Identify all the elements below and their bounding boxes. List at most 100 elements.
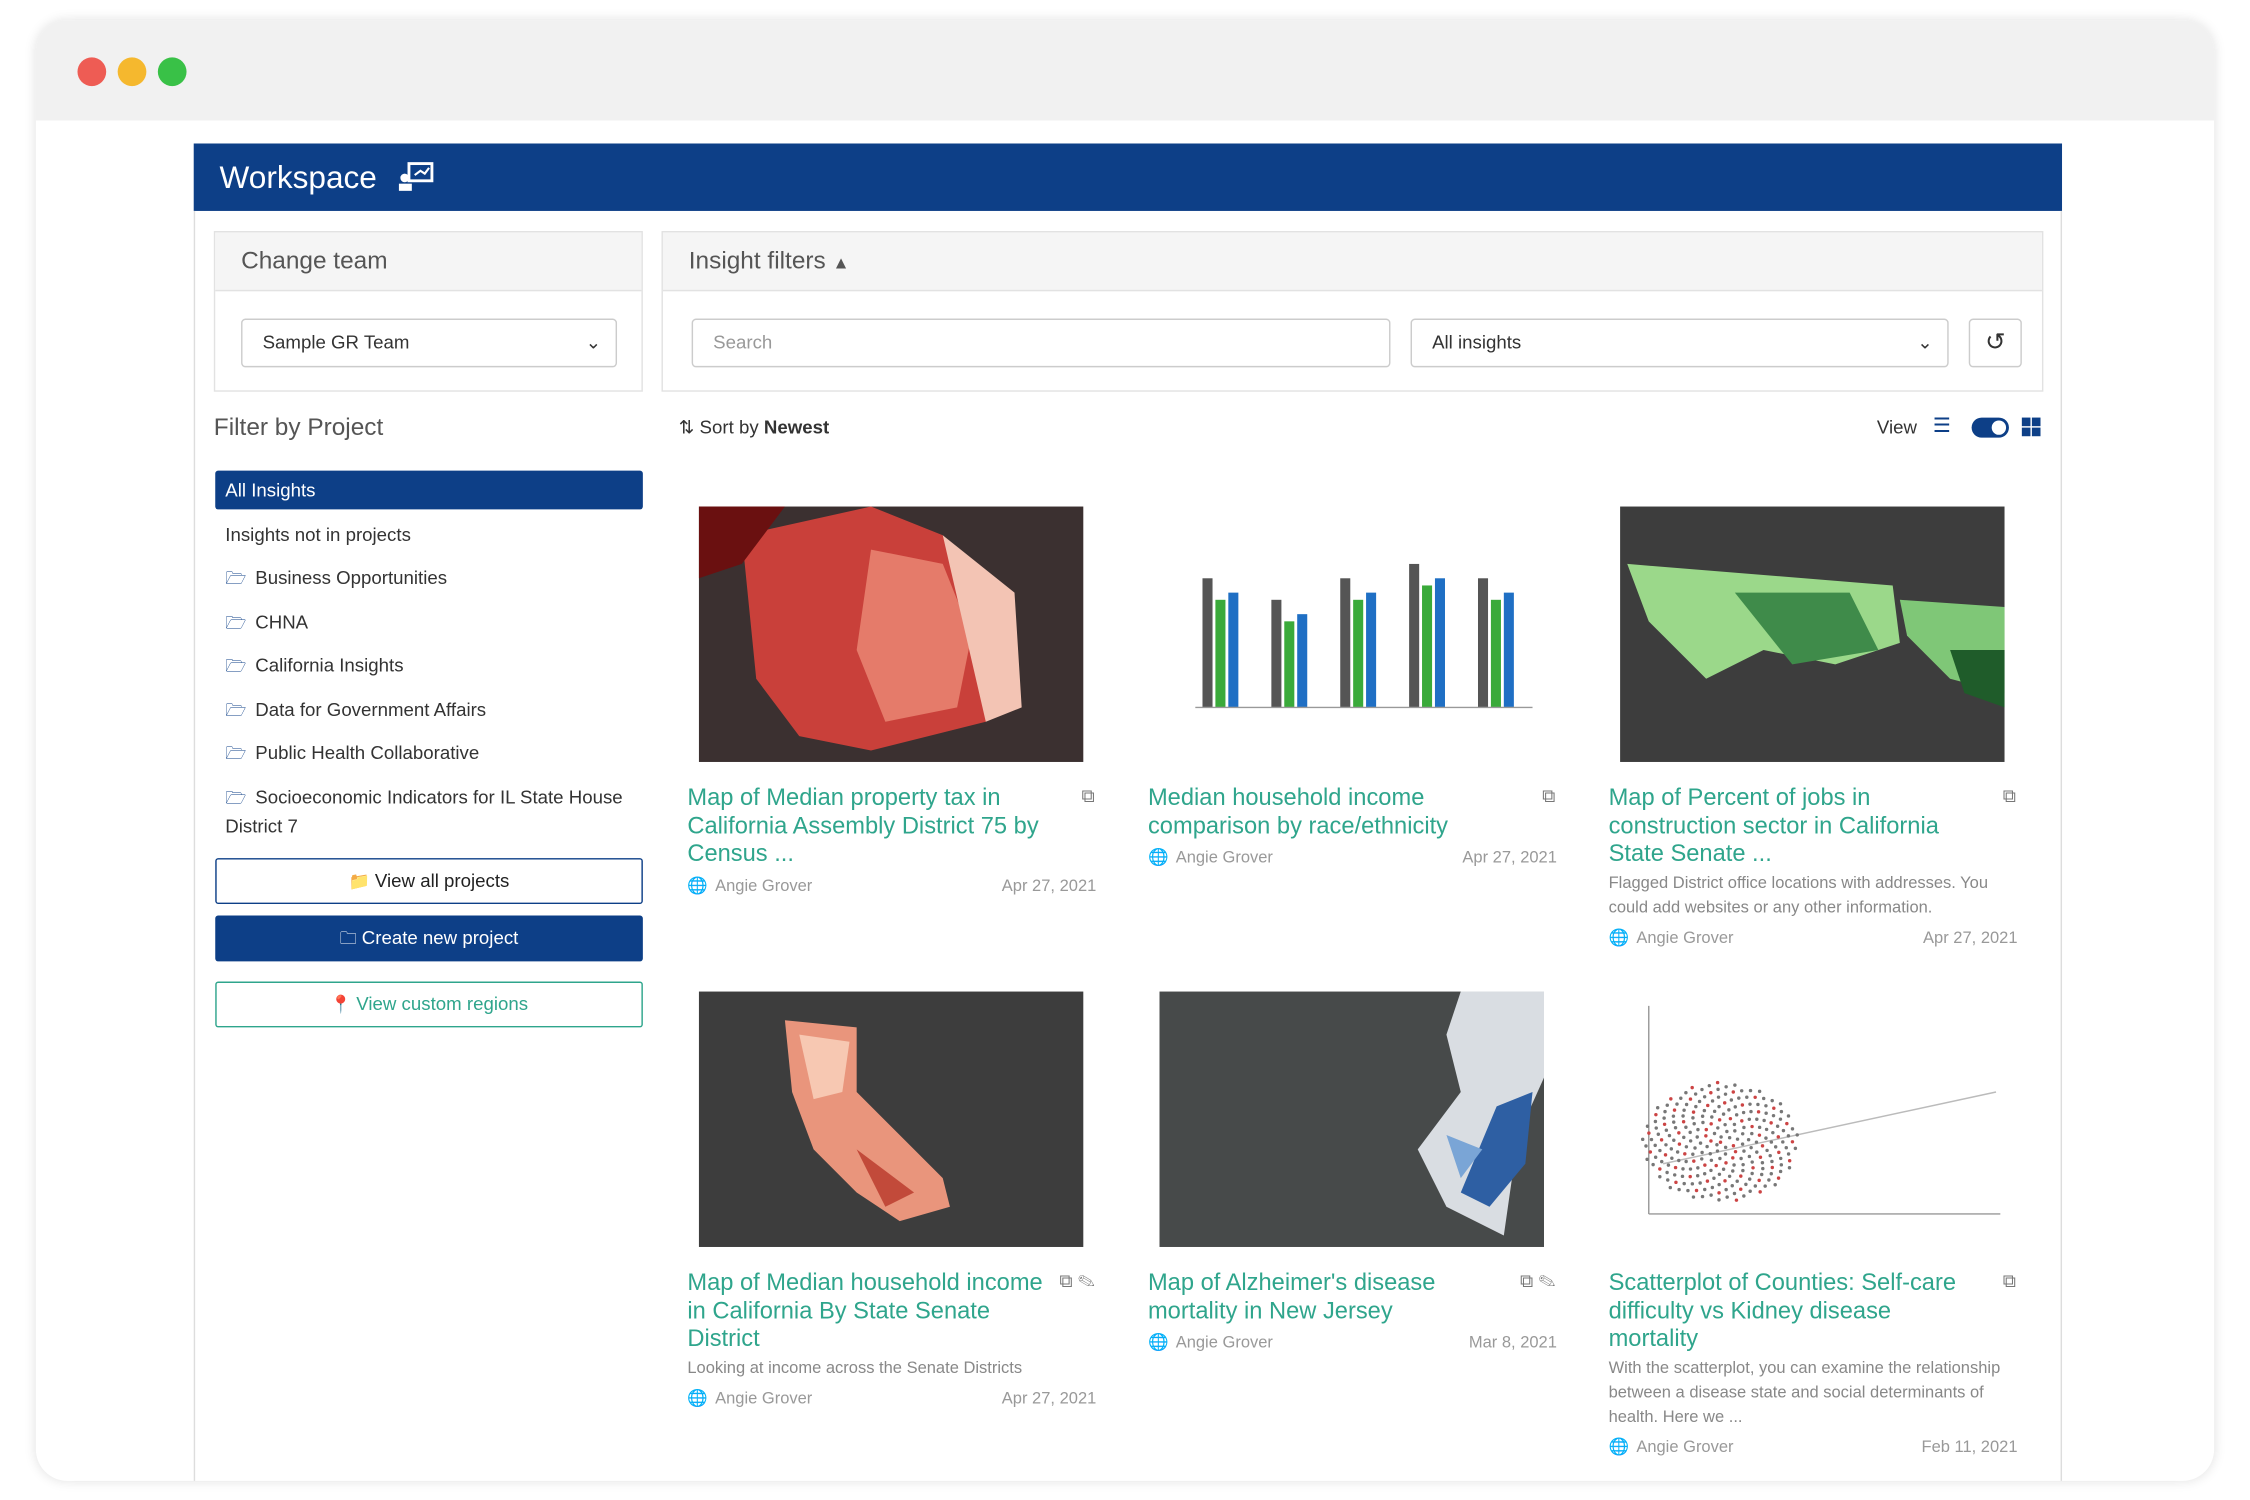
caret: ▲ xyxy=(832,252,850,273)
panel-header[interactable]: Insight filters ▲ xyxy=(662,232,2042,292)
card-title[interactable]: Median household income comparison by ra… xyxy=(1147,784,1449,839)
date: Mar 8, 2021 xyxy=(1468,1334,1557,1352)
title-row: Scatterplot of Counties: Self-care diffi… xyxy=(1609,1270,2025,1354)
title-row: Map of Alzheimer's disease mortality in … xyxy=(1148,1270,1564,1326)
globe-icon: 🌐 xyxy=(687,1389,708,1407)
chevron: ⌄ xyxy=(1917,331,1933,353)
browser-window: Workspace Change team Sample GR Team ⌄ In… xyxy=(35,20,2215,1481)
button-label: Create new project xyxy=(361,926,519,949)
card-meta: 🌐 Angie Grover Apr 27, 2021 xyxy=(1609,925,2018,951)
project-item[interactable]: 🗁 CHNA xyxy=(215,602,643,641)
insight-card[interactable]: Median household income comparison by ra… xyxy=(1147,506,1564,871)
globe-icon: 🌐 xyxy=(1608,1438,1630,1456)
project-item[interactable]: 🗁 California Insights xyxy=(215,646,643,685)
project-item[interactable]: 🗁 Business Opportunities xyxy=(215,558,643,597)
minimize-dot[interactable] xyxy=(117,57,147,87)
card-actions[interactable]: ⧉ xyxy=(1081,784,1095,807)
view-label: View xyxy=(1876,416,1918,438)
select-value: All insights xyxy=(1432,331,1522,353)
search-input[interactable]: Search xyxy=(691,318,1391,368)
date: Feb 11, 2021 xyxy=(1921,1438,2018,1456)
card-actions[interactable]: ⧉ ✎ xyxy=(1059,1269,1095,1292)
placeholder: Search xyxy=(713,331,773,353)
sort-value: Newest xyxy=(763,416,830,438)
project-name: Business Opportunities xyxy=(255,566,448,589)
project-name: Public Health Collaborative xyxy=(255,741,480,764)
insight-card[interactable]: Scatterplot of Counties: Self-care diffi… xyxy=(1608,991,2025,1461)
card-actions[interactable]: ⧉ xyxy=(2002,1269,2017,1292)
insight-card[interactable]: Map of Alzheimer's disease mortality in … xyxy=(1147,991,1564,1356)
project-name: All Insights xyxy=(225,479,316,501)
sidebar-button[interactable]: 📍 View custom regions xyxy=(215,981,643,1028)
sort-control[interactable]: ⇅ Sort by Newest xyxy=(678,416,830,438)
insight-card[interactable]: Map of Median property tax in California… xyxy=(687,506,1103,899)
insight-card[interactable]: Map of Median household income in Califo… xyxy=(687,991,1103,1412)
view-toggle[interactable] xyxy=(1971,417,2009,438)
header: Workspace xyxy=(193,143,2063,211)
thumbnail[interactable] xyxy=(1159,991,1545,1247)
title-bar xyxy=(35,20,2215,121)
thumbnail[interactable] xyxy=(1620,506,2005,762)
globe-icon: 🌐 xyxy=(687,877,708,895)
panel-title: Change team xyxy=(215,232,642,292)
author: Angie Grover xyxy=(715,877,813,895)
date: Apr 27, 2021 xyxy=(1001,877,1097,895)
workspace-icon xyxy=(398,162,434,191)
button-icon: 📁 xyxy=(348,871,375,892)
sidebar-button[interactable]: 📁 View all projects xyxy=(215,858,643,905)
title-row: Median household income comparison by ra… xyxy=(1148,785,1564,841)
card-description: Looking at income across the Senate Dist… xyxy=(687,1359,1023,1377)
card-title[interactable]: Map of Alzheimer's disease mortality in … xyxy=(1147,1269,1436,1324)
thumbnail[interactable] xyxy=(698,506,1084,762)
reset-button[interactable]: ↺ xyxy=(1968,318,2022,368)
author: Angie Grover xyxy=(1636,1438,1734,1456)
zoom-dot[interactable] xyxy=(157,57,187,87)
sidebar-button[interactable]: 🗀 Create new project xyxy=(215,915,643,962)
sidebar-title: Filter by Project xyxy=(213,413,384,441)
button-icon: 🗀 xyxy=(339,928,362,949)
project-name: Socioeconomic Indicators for IL State Ho… xyxy=(225,785,623,836)
button-label: View custom regions xyxy=(356,992,529,1015)
thumbnail[interactable] xyxy=(1620,991,2005,1247)
card-title[interactable]: Map of Median household income in Califo… xyxy=(687,1269,1043,1352)
folder-icon: 🗁 xyxy=(225,699,247,720)
folder-icon: 🗁 xyxy=(225,655,247,676)
thumbnail[interactable] xyxy=(1159,506,1545,762)
chevron: ⌄ xyxy=(585,331,602,353)
project-item[interactable]: All Insights xyxy=(215,470,643,510)
grid-view-icon[interactable] xyxy=(2021,417,2041,437)
globe-icon: 🌐 xyxy=(1147,849,1169,867)
card-actions[interactable]: ⧉ ✎ xyxy=(1519,1269,1556,1292)
card-title[interactable]: Map of Median property tax in California… xyxy=(687,784,1039,867)
project-name: Insights not in projects xyxy=(225,523,411,545)
globe-icon: 🌐 xyxy=(1608,929,1630,947)
project-item[interactable]: Insights not in projects xyxy=(215,514,643,553)
card-actions[interactable]: ⧉ xyxy=(2002,784,2017,807)
type-select[interactable]: All insights ⌄ xyxy=(1410,318,1949,368)
toggle-knob xyxy=(1991,420,2007,435)
close-dot[interactable] xyxy=(77,57,107,87)
card-meta: 🌐 Angie Grover Apr 27, 2021 xyxy=(687,1385,1096,1411)
globe-icon: 🌐 xyxy=(1147,1334,1169,1352)
content: Change team Sample GR Team ⌄ Insight filt… xyxy=(193,210,2063,1481)
card-description: With the scatterplot, you can examine th… xyxy=(1608,1359,2001,1426)
button-icon: 📍 xyxy=(330,994,357,1015)
insight-card[interactable]: Map of Percent of jobs in construction s… xyxy=(1608,506,2025,951)
author: Angie Grover xyxy=(1636,929,1734,947)
card-title[interactable]: Map of Percent of jobs in construction s… xyxy=(1608,784,1939,867)
folder-icon: 🗁 xyxy=(225,787,247,808)
card-title[interactable]: Scatterplot of Counties: Self-care diffi… xyxy=(1608,1269,1957,1352)
project-item[interactable]: 🗁 Data for Government Affairs xyxy=(215,689,643,728)
author: Angie Grover xyxy=(1175,849,1273,867)
project-item[interactable]: 🗁 Public Health Collaborative xyxy=(215,733,643,772)
title-row: Map of Median property tax in California… xyxy=(687,785,1103,869)
panel-title: Insight filters xyxy=(688,246,826,275)
card-meta: 🌐 Angie Grover Apr 27, 2021 xyxy=(687,873,1096,899)
button-label: View all projects xyxy=(374,869,510,892)
card-actions[interactable]: ⧉ xyxy=(1542,784,1556,807)
author: Angie Grover xyxy=(1175,1334,1273,1352)
list-view-icon[interactable]: ☰ xyxy=(1932,413,1951,437)
project-item[interactable]: 🗁 Socioeconomic Indicators for IL State H… xyxy=(215,777,643,840)
thumbnail[interactable] xyxy=(698,991,1084,1247)
team-select[interactable]: Sample GR Team ⌄ xyxy=(241,318,618,368)
